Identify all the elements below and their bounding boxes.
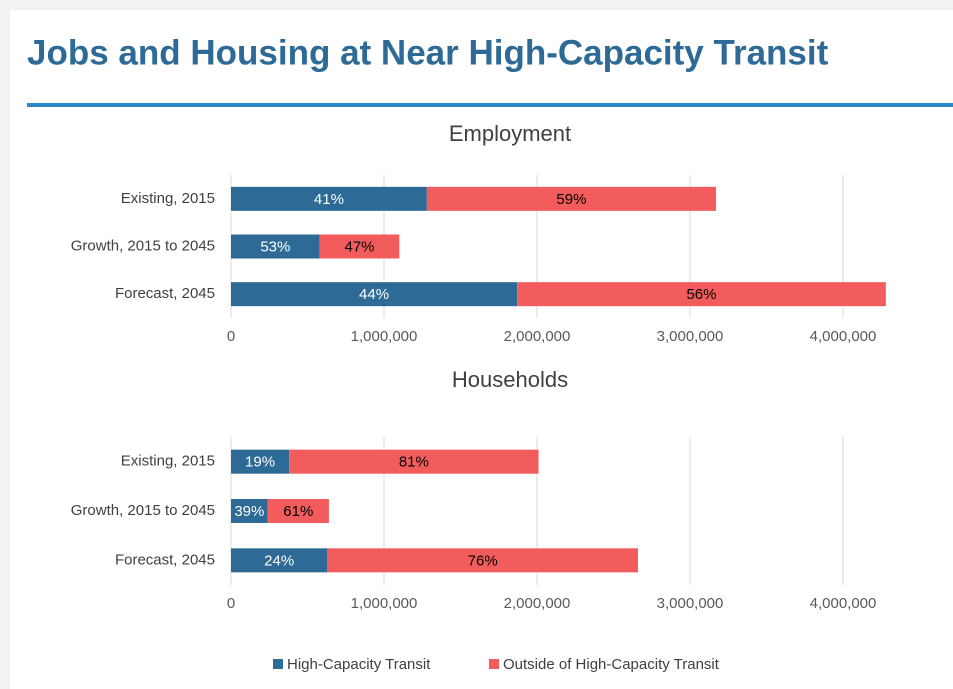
data-label: 44% xyxy=(359,286,389,303)
data-label: 61% xyxy=(283,503,313,520)
legend-swatch xyxy=(273,659,283,669)
bar-segment xyxy=(319,234,400,259)
y-tick-label: Existing, 2015 xyxy=(121,190,215,207)
data-label: 53% xyxy=(260,238,290,255)
legend-swatch xyxy=(489,659,499,669)
y-tick-label: Growth, 2015 to 2045 xyxy=(71,502,215,519)
data-label: 56% xyxy=(686,286,716,303)
data-label: 41% xyxy=(314,191,344,208)
y-tick-label: Existing, 2015 xyxy=(121,453,215,470)
legend-label: Outside of High-Capacity Transit xyxy=(503,656,720,673)
x-tick-label: 1,000,000 xyxy=(351,595,418,612)
x-tick-label: 0 xyxy=(227,328,235,345)
data-label: 24% xyxy=(264,552,294,569)
data-label: 76% xyxy=(468,552,498,569)
bar-segment xyxy=(231,449,290,474)
bar-segment xyxy=(267,499,329,523)
bar-segment xyxy=(231,186,427,211)
bar-segment xyxy=(517,282,886,307)
x-tick-label: 4,000,000 xyxy=(810,595,877,612)
x-tick-label: 2,000,000 xyxy=(504,328,571,345)
bar-segment xyxy=(231,499,268,523)
x-tick-label: 0 xyxy=(227,595,235,612)
x-tick-label: 1,000,000 xyxy=(351,328,418,345)
x-tick-label: 4,000,000 xyxy=(810,328,877,345)
bar-segment xyxy=(327,548,638,573)
panel xyxy=(10,10,953,689)
data-label: 39% xyxy=(234,503,264,520)
y-tick-label: Growth, 2015 to 2045 xyxy=(71,237,215,254)
data-label: 81% xyxy=(399,454,429,471)
legend-label: High-Capacity Transit xyxy=(287,656,431,673)
x-tick-label: 3,000,000 xyxy=(657,595,724,612)
y-tick-label: Forecast, 2045 xyxy=(115,285,215,302)
x-tick-label: 3,000,000 xyxy=(657,328,724,345)
data-label: 59% xyxy=(556,191,586,208)
y-tick-label: Forecast, 2045 xyxy=(115,551,215,568)
bar-segment xyxy=(231,234,320,259)
data-label: 47% xyxy=(345,238,375,255)
title-rule xyxy=(27,103,953,107)
x-tick-label: 2,000,000 xyxy=(504,595,571,612)
page-title: Jobs and Housing at Near High-Capacity T… xyxy=(27,33,829,72)
bar-segment xyxy=(426,186,717,211)
data-label: 19% xyxy=(245,454,275,471)
bar-segment xyxy=(231,548,328,573)
chart-title: Employment xyxy=(449,121,571,146)
chart-title: Households xyxy=(452,367,568,392)
bar-segment xyxy=(289,449,539,474)
bar-segment xyxy=(231,282,518,307)
